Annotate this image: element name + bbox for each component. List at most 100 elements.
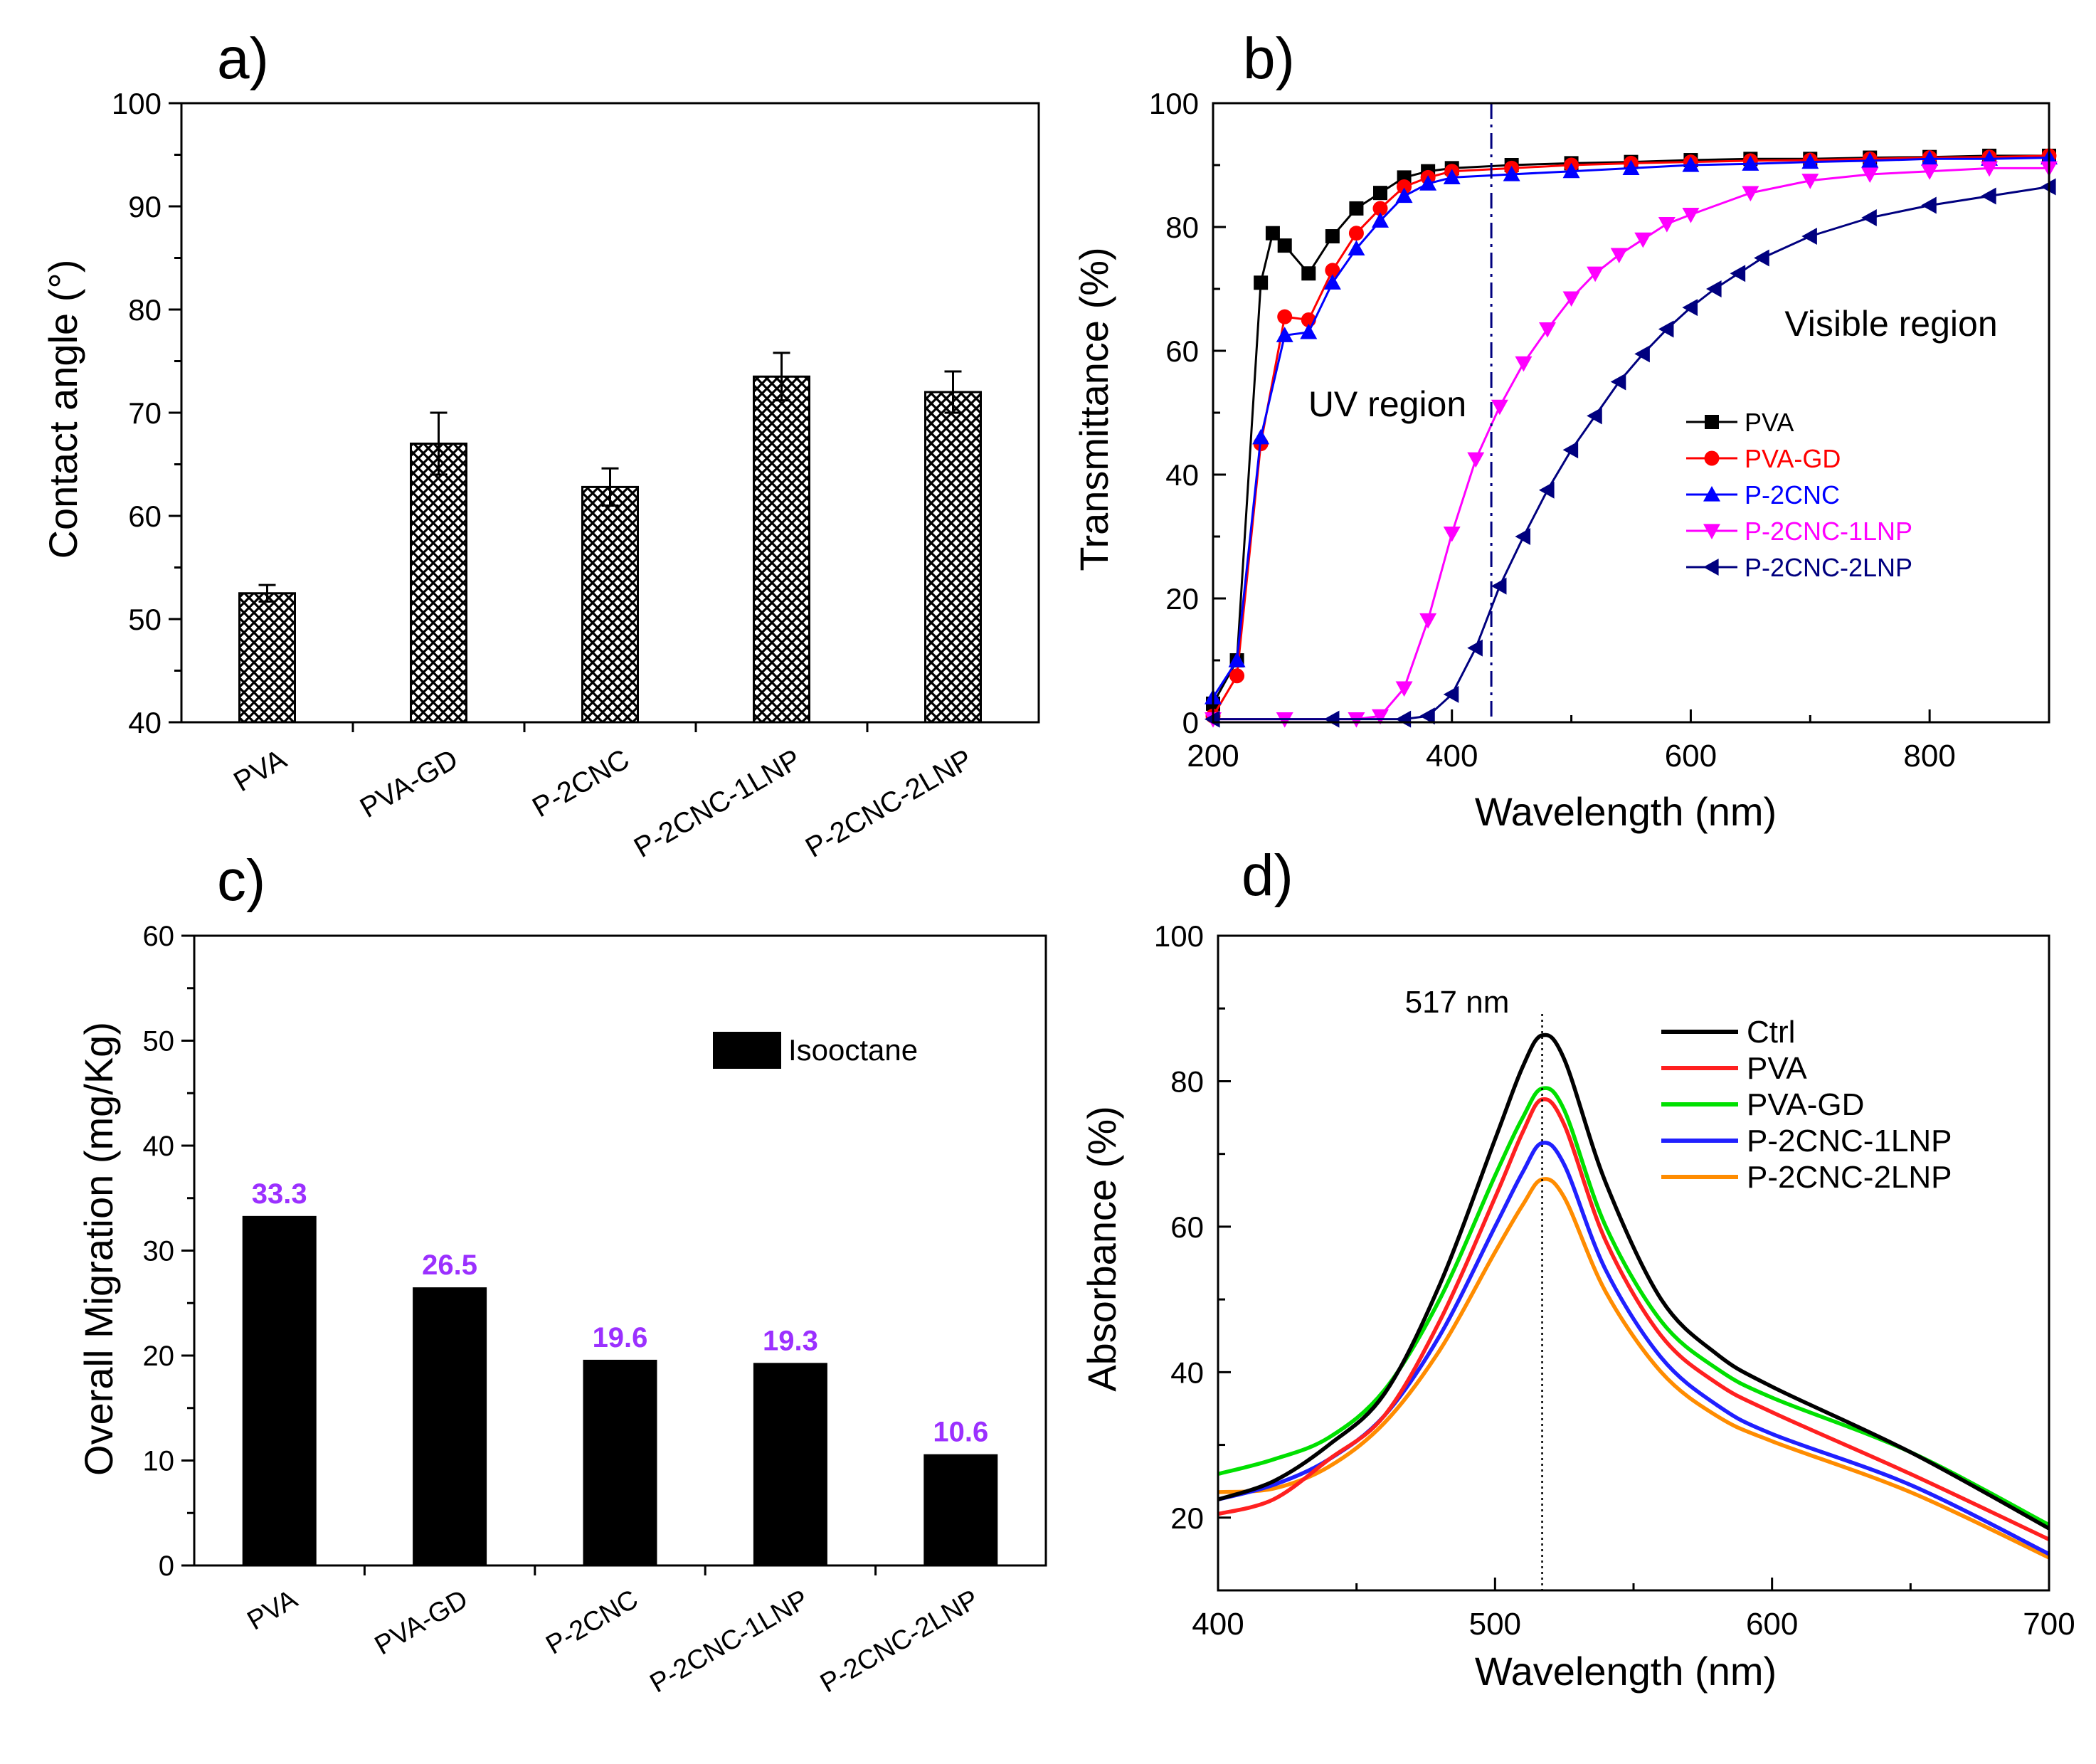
chart-b-data-point [1706, 280, 1722, 297]
chart-c-x-tick-label: P-2CNC-1LNP [645, 1584, 814, 1699]
chart-b-data-point [1395, 187, 1413, 204]
chart-b-data-point [1921, 164, 1939, 180]
panel-label-a: a) [217, 26, 269, 91]
chart-b-data-point [1228, 652, 1246, 667]
chart-c-x-tick-label: P-2CNC [541, 1584, 643, 1660]
chart-c-y-tick-label: 20 [143, 1341, 175, 1372]
chart-a-y-tick-label: 40 [128, 706, 162, 739]
chart-b-data-point [1419, 707, 1435, 725]
chart-a-y-tick-label: 50 [128, 603, 162, 636]
chart-c-legend-label: Isooctane [788, 1033, 918, 1067]
chart-d-ylabel: Absorbance (%) [1079, 1106, 1124, 1392]
chart-b-data-point [1443, 527, 1461, 542]
chart-a-x-tick-label: P-2CNC-1LNP [629, 744, 806, 864]
chart-b-data-point [1419, 613, 1437, 629]
chart-b-uv-region-label: UV region [1308, 384, 1466, 424]
chart-b-data-point [1301, 266, 1316, 281]
chart-b-data-point [1419, 175, 1437, 191]
panel-label-d: d) [1242, 843, 1293, 908]
chart-b-data-point [1658, 320, 1674, 338]
chart-a-ylabel: Contact angle (°) [41, 260, 85, 559]
chart-c-y-tick-label: 60 [143, 921, 175, 952]
chart-b-legend-label: P-2CNC [1745, 480, 1840, 509]
chart-b-data-point [1682, 208, 1700, 223]
chart-c-x-tick-label: PVA-GD [370, 1584, 473, 1661]
chart-b-data-point [1491, 577, 1507, 595]
chart-b-data-point [1658, 217, 1676, 233]
chart-b-data-point [1801, 174, 1819, 189]
chart-b-data-point [1372, 201, 1388, 216]
chart-b-data-point [1467, 639, 1483, 657]
chart-b-y-tick-label: 80 [1165, 211, 1199, 244]
chart-c-y-tick-label: 50 [143, 1026, 175, 1057]
chart-b-data-point [1467, 452, 1485, 468]
chart-b-data-point [1539, 481, 1555, 499]
chart-b-data-point [1395, 681, 1413, 697]
chart-b-data-point [1682, 299, 1698, 317]
chart-c-bar [923, 1454, 998, 1565]
chart-a-x-tick-label: P-2CNC [527, 744, 635, 824]
chart-a-bar [238, 592, 296, 724]
chart-d-y-tick-label: 60 [1170, 1210, 1204, 1244]
chart-b-data-point [1610, 248, 1628, 264]
chart-b-data-point [1861, 167, 1879, 184]
chart-c-ylabel: Overall Migration (mg/Kg) [76, 1022, 121, 1476]
chart-c-legend: Isooctane [713, 1032, 918, 1069]
chart-b-x-tick-label: 400 [1426, 739, 1478, 773]
chart-c-bar [242, 1215, 317, 1565]
chart-b-data-point [1491, 399, 1508, 416]
chart-b-data-point [1742, 186, 1759, 202]
chart-b-data-point [1277, 309, 1293, 324]
chart-a-bar [410, 443, 467, 724]
chart-b-data-point [1277, 238, 1292, 253]
chart-b-legend-label: P-2CNC-2LNP [1745, 553, 1912, 582]
chart-b-data-point [1921, 196, 1937, 214]
chart-b-data-point [1562, 291, 1580, 307]
chart-b-data-point [1515, 356, 1533, 372]
chart-b-data-point [1801, 228, 1817, 245]
chart-c-data-label: 33.3 [252, 1178, 307, 1210]
chart-b-legend-marker [1705, 415, 1719, 429]
chart-c-y-tick-label: 40 [143, 1131, 175, 1162]
chart-b-data-point [1503, 166, 1520, 181]
chart-b-data-point [1348, 240, 1365, 256]
chart-c-data-label: 19.6 [593, 1322, 648, 1353]
chart-d-series-line [1217, 1086, 2050, 1527]
chart-b-data-point [1373, 186, 1387, 201]
chart-b-data-point [1395, 710, 1412, 728]
chart-b-data-point [1861, 208, 1877, 226]
chart-d-xlabel: Wavelength (nm) [1475, 1649, 1777, 1694]
chart-b-legend-marker [1704, 450, 1720, 466]
panel-label-c: c) [217, 848, 265, 913]
chart-c-legend-swatch [713, 1032, 781, 1069]
chart-b-data-point [1348, 226, 1364, 241]
chart-b-y-tick-label: 100 [1149, 87, 1199, 120]
chart-c-bar [753, 1363, 827, 1565]
chart-b-data-point [1252, 428, 1270, 445]
chart-a-y-tick-label: 80 [128, 293, 162, 327]
chart-c-y-tick-label: 0 [159, 1551, 174, 1582]
chart-b-data-point [1323, 710, 1340, 728]
chart-b-data-point [1229, 668, 1245, 684]
chart-b-data-point [1397, 179, 1412, 194]
chart-d-y-tick-label: 100 [1154, 919, 1204, 953]
chart-b-x-tick-label: 200 [1187, 739, 1239, 773]
chart-b-data-point [1323, 274, 1341, 290]
chart-c-y-tick-label: 30 [143, 1236, 175, 1267]
chart-b-data-point [1730, 265, 1746, 282]
chart-a-x-tick-label: PVA [228, 744, 292, 798]
chart-b-x-tick-label: 800 [1903, 739, 1955, 773]
chart-d-series-line [1217, 1141, 2050, 1556]
chart-a-bar [581, 485, 639, 724]
chart-b-legend-label: PVA [1745, 408, 1794, 437]
chart-b-x-tick-label: 600 [1665, 739, 1717, 773]
chart-b-y-tick-label: 20 [1165, 582, 1199, 616]
chart-b-data-point [1634, 232, 1652, 248]
chart-b-plot-frame [1212, 102, 2050, 724]
chart-b-ylabel: Transmittance (%) [1071, 247, 1116, 571]
chart-a-bar [753, 375, 810, 724]
chart-c-x-tick-label: PVA [243, 1584, 303, 1636]
chart-b-data-point [1610, 373, 1626, 391]
chart-b-data-point [1801, 153, 1819, 169]
